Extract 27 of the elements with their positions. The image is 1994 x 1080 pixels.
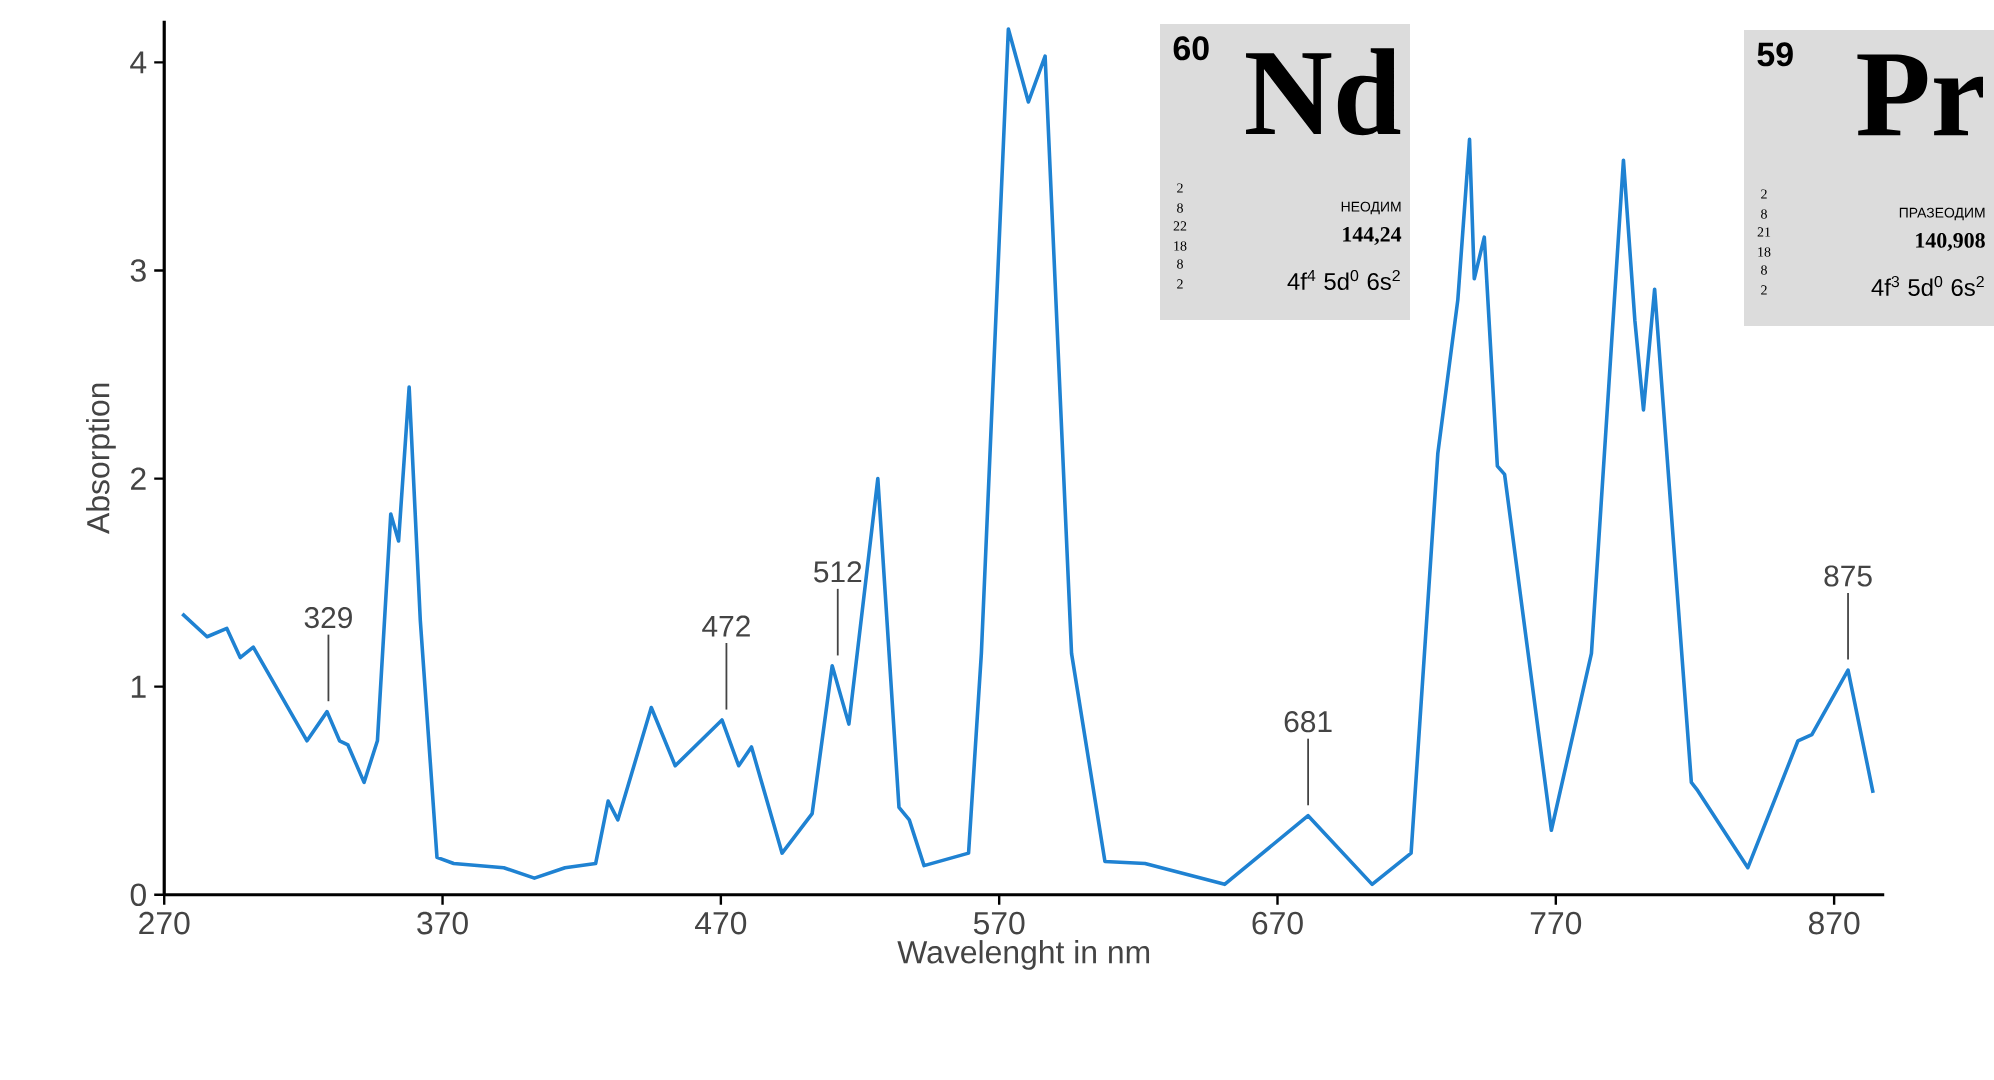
annotation: Nd [1246,48,1401,136]
x-tick-label: 670 [1252,911,1303,935]
annotation: 329 [304,607,352,629]
y-tick-label: 0 [130,883,146,907]
y-tick-label: 1 [131,675,146,698]
y-tick-label: 3 [130,259,146,282]
annotation: 4f$^{4}$ 5d$^{0}$ 6s$^{2}$ [1287,269,1400,290]
x-tick-label: 770 [1530,911,1582,935]
y-tick-label: 2 [131,467,146,490]
annotation: 4f$^{3}$ 5d$^{0}$ 6s$^{2}$ [1871,275,1984,296]
x-tick-label: 370 [417,911,468,935]
annotation: 512 [814,561,862,583]
x-tick-label: 870 [1808,911,1860,935]
annotation: 875 [1824,565,1872,587]
x-axis-title: Wavelenght in nm [897,940,1150,970]
annotation: 60 [1173,36,1209,61]
annotation: 59 [1757,42,1793,67]
y-tick-label: 4 [130,51,147,74]
x-tick-label: 470 [694,911,747,935]
annotation: 472 [702,615,750,637]
annotation: Pr [1857,54,1983,136]
annotation: 144,24 [1343,227,1402,245]
y-axis-title: Absorption [86,383,116,534]
x-tick-label: 270 [139,911,190,935]
text: 140,908 [1916,233,1985,251]
x-tick-label: 570 [973,911,1025,935]
annotation: 681 [1284,711,1332,733]
